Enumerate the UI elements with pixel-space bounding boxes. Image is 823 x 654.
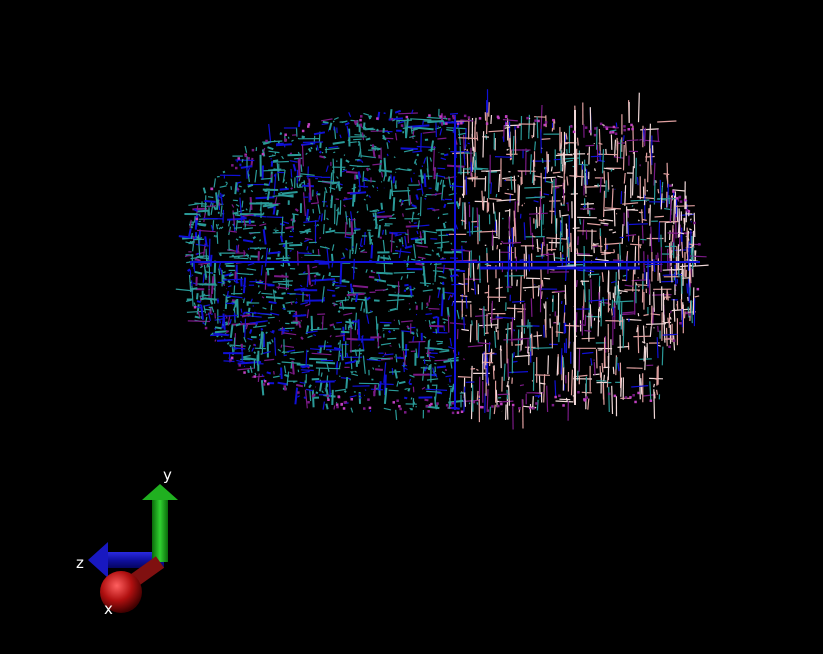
x-axis-label: x xyxy=(104,600,113,618)
y-axis-arrow xyxy=(142,484,178,562)
x-axis-arrow xyxy=(100,556,165,613)
line-network xyxy=(175,89,709,430)
z-axis-label: z xyxy=(76,554,84,572)
y-axis-label: y xyxy=(163,466,172,484)
